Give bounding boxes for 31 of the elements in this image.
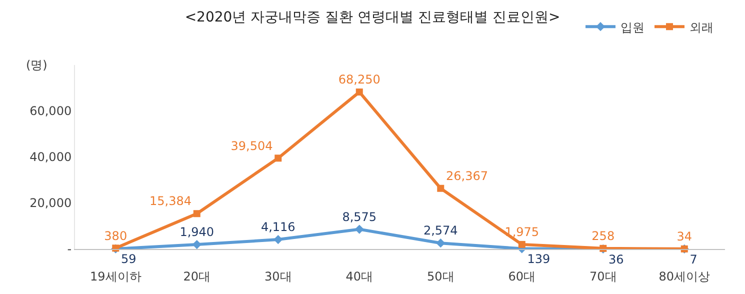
y-tick-label: 40,000	[30, 150, 72, 164]
chart-title: <2020년 자궁내막증 질환 연령대별 진료형태별 진료인원>	[184, 10, 560, 26]
data-label: 139	[527, 252, 550, 266]
x-tick-label: 19세이하	[90, 269, 142, 284]
x-tick-label: 70대	[589, 269, 617, 284]
data-label: 26,367	[446, 168, 488, 183]
data-label: 36	[608, 252, 624, 266]
data-label: 68,250	[338, 72, 380, 87]
x-tick-label: 50대	[426, 269, 454, 284]
data-label: 8,575	[342, 210, 377, 224]
y-tick-label: 60,000	[30, 104, 72, 118]
y-tick-label: -	[67, 242, 72, 256]
data-label: 258	[592, 229, 615, 244]
x-tick-label: 80세이상	[658, 269, 710, 284]
data-label: 15,384	[150, 194, 192, 208]
data-label: 4,116	[260, 220, 296, 234]
data-label: 2,574	[423, 224, 458, 238]
data-label: 1,940	[180, 225, 214, 240]
x-tick-label: 60대	[508, 269, 536, 284]
x-tick-label: 30대	[264, 269, 292, 284]
x-tick-label: 40대	[346, 269, 374, 284]
legend-label: 외래	[690, 20, 714, 34]
data-label: 34	[676, 230, 692, 244]
x-tick-label: 20대	[183, 269, 211, 284]
data-label: 380	[104, 228, 128, 243]
data-label: 7	[690, 252, 698, 266]
data-label: 59	[121, 252, 136, 266]
y-tick-label: 20,000	[30, 196, 72, 210]
legend-label: 입원	[620, 20, 644, 34]
data-label: 39,504	[230, 138, 273, 153]
y-axis-title: (명)	[26, 58, 48, 72]
